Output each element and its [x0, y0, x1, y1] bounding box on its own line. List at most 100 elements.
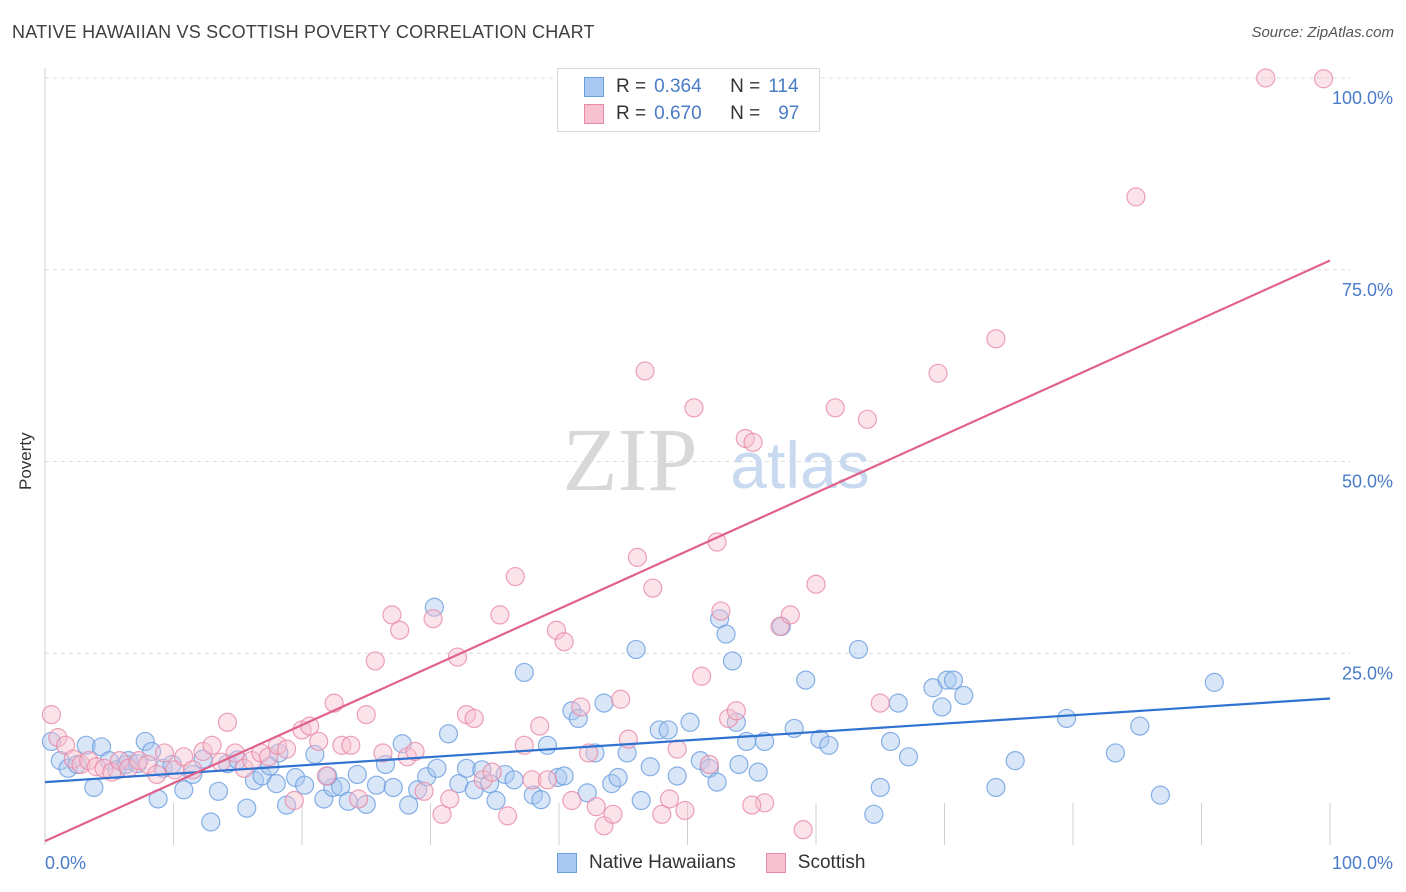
native-hawaiian-point: [796, 670, 816, 690]
legend-row-scottish: R = 0.670 N = 97: [584, 102, 799, 126]
native-hawaiian-point: [294, 775, 315, 795]
native-hawaiian-point: [729, 754, 749, 775]
series-legend: Native Hawaiians Scottish: [557, 852, 895, 874]
scottish-point: [711, 601, 731, 621]
legend-label: Scottish: [797, 852, 866, 873]
scottish-point: [546, 620, 567, 640]
native-hawaiian-point: [898, 747, 919, 767]
legend-item-scottish[interactable]: Scottish: [765, 852, 866, 874]
native-hawaiian-point: [1105, 743, 1126, 763]
scottish-point: [635, 361, 655, 381]
scottish-point: [793, 820, 813, 840]
scottish-point: [726, 701, 746, 721]
scottish-point: [440, 789, 460, 809]
scottish-point: [490, 605, 510, 625]
scottish-point: [373, 743, 393, 763]
r-label: R =: [616, 103, 647, 124]
scottish-point: [928, 363, 948, 383]
stats-legend: R = 0.364 N = 114 R = 0.670 N = 97: [557, 68, 820, 132]
scottish-point: [382, 605, 402, 625]
data-points: [41, 68, 1334, 840]
scottish-point: [627, 547, 647, 567]
scottish-point: [825, 398, 845, 418]
scottish-point: [464, 708, 484, 729]
scottish-point: [405, 741, 425, 762]
scottish-point: [603, 804, 623, 824]
native-hawaiian-point: [870, 777, 890, 798]
scottish-point: [1256, 68, 1276, 88]
native-hawaiian-point: [266, 774, 286, 794]
scottish-point: [79, 751, 99, 771]
native-hawaiian-point: [680, 712, 700, 732]
native-hawaiian-point: [594, 693, 614, 713]
scottish-point: [743, 432, 763, 452]
scottish-point: [986, 329, 1006, 349]
scottish-point: [316, 766, 337, 786]
scottish-point: [348, 789, 369, 809]
legend-row-native-hawaiians: R = 0.364 N = 114: [584, 75, 799, 99]
scottish-point: [870, 693, 890, 713]
native-hawaiian-point: [568, 708, 588, 729]
scottish-point: [742, 795, 762, 815]
r-label: R =: [616, 76, 647, 97]
legend-item-native-hawaiians[interactable]: Native Hawaiians: [557, 852, 736, 874]
scottish-point: [699, 754, 719, 775]
scottish-point: [675, 800, 695, 821]
scottish-point: [174, 747, 194, 767]
tick-labels: 25.0% 50.0% 75.0% 100.0% 0.0% 100.0%: [45, 88, 1393, 873]
native-hawaiian-point: [937, 670, 957, 690]
gridlines: [45, 77, 1350, 654]
native-hawaiian-point: [1005, 751, 1025, 771]
native-hawaiian-point: [1150, 785, 1170, 805]
scottish-point: [309, 731, 329, 752]
native-hawaiian-point: [722, 651, 743, 671]
native-hawaiian-point: [84, 777, 104, 798]
native-hawaiian-point: [347, 764, 367, 785]
scottish-point: [537, 770, 558, 790]
native-hawaiian-point: [819, 735, 839, 755]
native-hawaiian-point: [577, 783, 597, 803]
scottish-point: [498, 806, 518, 826]
native-hawaiian-point: [932, 697, 952, 717]
y-tick-label: 75.0%: [1342, 280, 1393, 300]
native-hawaiian-point: [174, 780, 194, 800]
axes: [44, 68, 1331, 845]
native-hawaiian-point: [864, 804, 884, 824]
r-value: 0.670: [654, 103, 702, 124]
scottish-point: [692, 666, 712, 686]
scottish-point: [414, 781, 434, 801]
scottish-point: [652, 804, 672, 824]
native-hawaiian-point: [366, 775, 387, 795]
scottish-point: [1126, 187, 1146, 207]
n-value: 97: [778, 103, 800, 124]
scottish-point: [611, 689, 631, 709]
native-hawaiian-point: [456, 758, 477, 778]
native-hawaiian-point: [399, 795, 419, 815]
native-hawaiian-point: [707, 772, 727, 792]
legend-swatch: [584, 104, 604, 124]
native-hawaiian-point: [880, 731, 901, 752]
native-hawaiian-point: [667, 766, 687, 786]
scottish-point: [356, 705, 376, 725]
scottish-point: [154, 743, 175, 763]
scottish-trendline: [44, 259, 1331, 843]
native-hawaiian-point: [585, 743, 605, 763]
r-value: 0.364: [654, 76, 702, 97]
scottish-point: [365, 651, 385, 671]
scottish-point: [562, 790, 582, 811]
trend-lines: [44, 259, 1331, 843]
native-hawaiian-point: [438, 724, 459, 744]
scottish-point: [423, 609, 443, 629]
native-hawaiian-point: [848, 639, 869, 660]
native-hawaiian-point: [658, 720, 678, 740]
scottish-point: [659, 789, 680, 809]
scottish-point: [578, 743, 599, 763]
legend-swatch: [557, 853, 577, 873]
scottish-point: [1313, 69, 1334, 89]
scottish-point: [571, 697, 591, 717]
scottish-point: [530, 716, 550, 736]
legend-swatch: [584, 77, 604, 97]
native-hawaiian-point: [631, 790, 651, 811]
native-hawaiian-point: [1130, 716, 1150, 736]
native-hawaiian-point: [748, 762, 768, 782]
